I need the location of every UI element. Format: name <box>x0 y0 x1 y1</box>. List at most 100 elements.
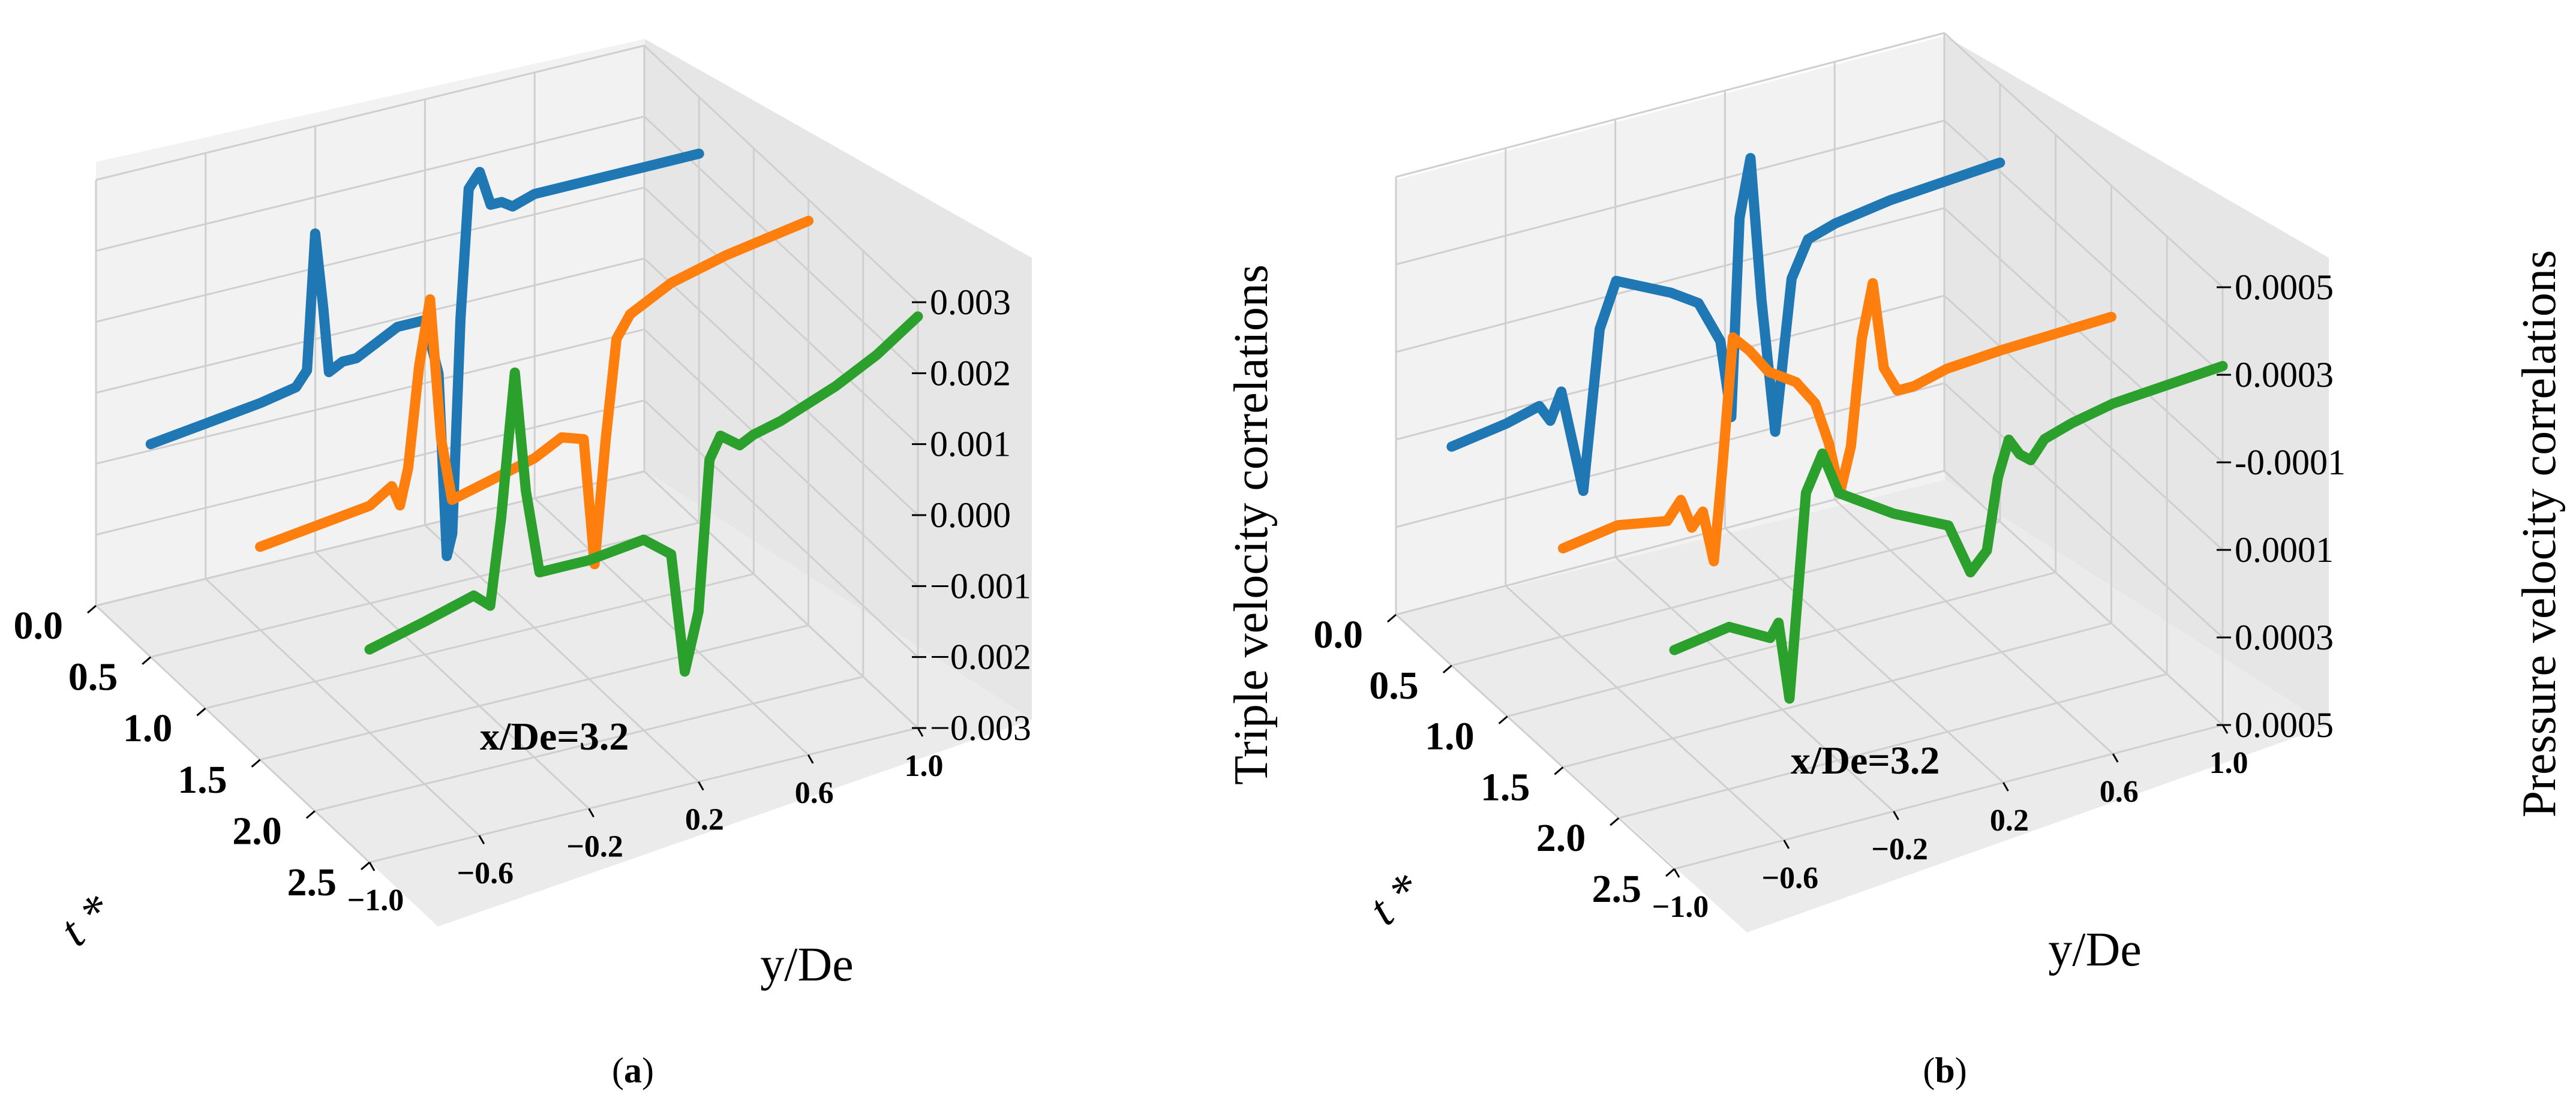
x-tick-mark <box>196 708 206 717</box>
z-tick-label: 0.003 <box>930 282 1011 322</box>
x-tick-mark <box>87 604 97 614</box>
grid-line <box>1395 613 1676 870</box>
y-tick-label: −0.2 <box>1871 832 1928 867</box>
x-tick-label: 2.5 <box>1592 867 1642 911</box>
back-pane-b <box>1396 36 1945 615</box>
grid-line <box>643 257 919 516</box>
grid-line <box>1395 32 1945 178</box>
grid-line <box>424 524 699 783</box>
x-tick-label: 1.5 <box>178 758 227 802</box>
chart-title: x/De=3.2 <box>1791 739 1939 783</box>
grid-line <box>534 497 809 756</box>
y-tick-mark <box>478 835 485 844</box>
grid-line <box>314 551 590 810</box>
x-tick-mark <box>1610 817 1620 826</box>
x-tick-mark <box>305 810 316 819</box>
x-tick-mark <box>1387 613 1397 623</box>
y-tick-mark <box>917 727 924 737</box>
floor-pane-a <box>96 471 1032 926</box>
y-tick-label: −0.6 <box>457 856 514 891</box>
grid-line <box>95 186 645 323</box>
grid-line <box>205 573 754 709</box>
x-tick-mark <box>251 759 261 768</box>
z-tick-label: 0.0003 <box>2235 355 2334 395</box>
series-line <box>1557 278 2116 567</box>
x-tick-label: 0.0 <box>1314 613 1364 657</box>
y-tick-label: 1.0 <box>905 749 944 783</box>
grid-line <box>1943 382 2224 639</box>
grid-line <box>150 522 699 658</box>
grid-line <box>1395 294 1945 441</box>
panel-a: −0.003 −0.002 −0.001 0.000 0.001 0.002 0.003 0.… <box>14 39 1278 1090</box>
grid-line <box>643 329 919 587</box>
grid-line <box>1563 622 2112 768</box>
z-tick-label: -0.0001 <box>2235 443 2346 482</box>
grid-line <box>1834 498 2114 755</box>
z-tick-label: −0.001 <box>930 566 1031 606</box>
grid-line <box>95 257 645 394</box>
y-tick-label: 0.6 <box>795 776 834 810</box>
grid-line <box>643 470 919 729</box>
chart-a: −0.003 −0.002 −0.001 0.000 0.001 0.002 0.003 0.… <box>14 39 1278 1090</box>
z-tick-label: 0.0003 <box>2235 618 2334 657</box>
x-tick-label: 1.0 <box>123 706 173 750</box>
x-axis-label: t * <box>1359 864 1431 935</box>
grid-line <box>95 604 371 864</box>
z-tick-label: 0.0005 <box>2235 267 2334 307</box>
z-tick-label: 0.0001 <box>2235 530 2334 570</box>
y-tick-mark <box>1783 840 1790 849</box>
y-tick-label: −1.0 <box>347 883 404 918</box>
caption-a: (a) <box>612 1051 654 1090</box>
grid-line <box>95 328 645 465</box>
z-tick-label: −0.003 <box>930 708 1031 748</box>
grid-line <box>205 578 480 837</box>
y-tick-mark <box>698 781 704 791</box>
grid-line <box>1505 585 1785 841</box>
x-tick-label: 2.0 <box>1536 816 1586 860</box>
x-tick-label: 1.5 <box>1481 765 1530 809</box>
series-line <box>1669 360 2228 704</box>
grid-line <box>95 115 645 252</box>
y-tick-label: 0.2 <box>685 803 724 837</box>
grid-line <box>260 624 809 761</box>
x-tick-label: 1.0 <box>1425 715 1475 759</box>
x-tick-mark <box>361 861 370 871</box>
x-tick-mark <box>1554 766 1564 775</box>
series-group-b <box>1446 153 2228 704</box>
grid-line <box>95 470 645 607</box>
x-tick-label: 2.5 <box>287 861 337 904</box>
chart-title: x/De=3.2 <box>480 715 629 759</box>
grid-line <box>1674 724 2223 870</box>
grid-line <box>643 44 919 303</box>
floor-pane-b <box>1396 480 2329 932</box>
grid-line <box>1943 32 2224 288</box>
grid-line <box>1618 673 2167 819</box>
y-tick-mark <box>1673 868 1680 878</box>
z-axis-label: Pressure velocity correlations <box>2513 250 2566 817</box>
y-tick-label: −0.2 <box>566 829 623 864</box>
grid-line <box>1724 527 2004 784</box>
ticks-a: −0.003 −0.002 −0.001 0.000 0.001 0.002 0.003 0.… <box>14 282 1031 918</box>
x-tick-mark <box>1665 868 1675 877</box>
series-group-a <box>145 148 923 677</box>
grid-line <box>643 399 919 658</box>
x-tick-mark <box>142 656 152 665</box>
grid-line <box>1451 521 2001 667</box>
y-tick-mark <box>807 754 814 764</box>
z-axis-label: Triple velocity correlations <box>1225 264 1278 785</box>
grid-line <box>1614 556 1895 813</box>
grid-line <box>314 675 864 812</box>
x-tick-label: 0.0 <box>14 604 64 648</box>
y-tick-mark <box>2002 782 2009 792</box>
x-tick-label: 2.0 <box>232 809 282 853</box>
caption-b: (b) <box>1923 1051 1966 1090</box>
z-tick-label: 0.001 <box>930 425 1011 464</box>
y-tick-label: 0.2 <box>1990 804 2029 838</box>
x-axis-label: t * <box>50 885 122 956</box>
caption-letter: a <box>624 1051 642 1090</box>
grid-line <box>369 727 918 864</box>
z-tick-label: −0.002 <box>930 637 1031 677</box>
x-tick-label: 0.5 <box>68 655 118 699</box>
y-tick-mark <box>2221 724 2229 734</box>
x-tick-label: 0.5 <box>1369 664 1419 708</box>
